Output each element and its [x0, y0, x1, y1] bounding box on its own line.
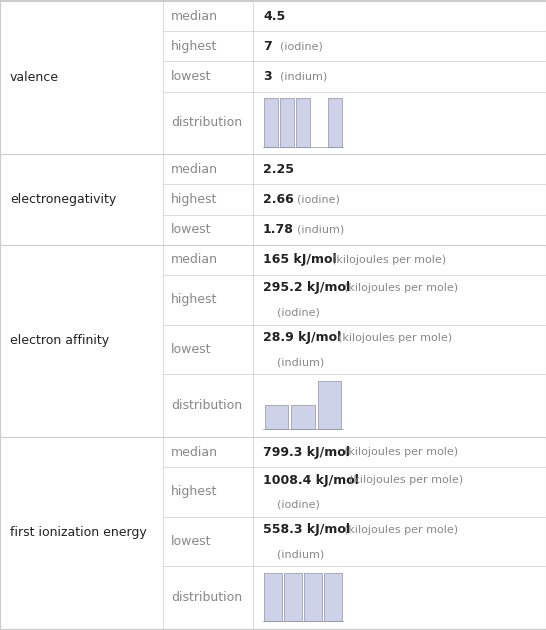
Bar — [265, 405, 288, 430]
Bar — [318, 381, 341, 430]
Bar — [328, 98, 342, 147]
Text: (iodine): (iodine) — [277, 500, 320, 510]
Text: highest: highest — [171, 294, 217, 306]
Bar — [0, 154, 546, 245]
Text: (indium): (indium) — [273, 72, 327, 82]
Bar — [324, 573, 342, 621]
Text: 558.3 kJ/mol: 558.3 kJ/mol — [263, 523, 350, 536]
Text: (kilojoules per mole): (kilojoules per mole) — [331, 333, 452, 343]
Bar — [264, 98, 278, 147]
Text: (kilojoules per mole): (kilojoules per mole) — [325, 255, 446, 265]
Text: (iodine): (iodine) — [277, 308, 320, 318]
Bar — [0, 245, 546, 437]
Text: electronegativity: electronegativity — [10, 193, 116, 206]
Bar — [264, 573, 282, 621]
Text: 4.5: 4.5 — [263, 9, 285, 23]
Text: highest: highest — [171, 193, 217, 206]
Text: lowest: lowest — [171, 223, 211, 236]
Text: (indium): (indium) — [290, 225, 345, 235]
Text: 2.66: 2.66 — [263, 193, 294, 206]
Text: median: median — [171, 253, 218, 266]
Text: distribution: distribution — [171, 399, 242, 412]
Text: 7: 7 — [263, 40, 272, 53]
Text: 3: 3 — [263, 70, 271, 83]
Text: (iodine): (iodine) — [290, 195, 340, 205]
Text: (kilojoules per mole): (kilojoules per mole) — [336, 447, 458, 457]
Text: valence: valence — [10, 71, 59, 84]
Bar — [280, 98, 294, 147]
Text: highest: highest — [171, 486, 217, 498]
Text: (kilojoules per mole): (kilojoules per mole) — [336, 283, 458, 293]
Text: (kilojoules per mole): (kilojoules per mole) — [336, 525, 458, 535]
Text: first ionization energy: first ionization energy — [10, 527, 147, 539]
Text: lowest: lowest — [171, 70, 211, 83]
Text: lowest: lowest — [171, 535, 211, 548]
Text: (kilojoules per mole): (kilojoules per mole) — [342, 475, 464, 485]
Bar — [304, 573, 322, 621]
Bar — [291, 405, 314, 430]
Text: 295.2 kJ/mol: 295.2 kJ/mol — [263, 282, 350, 294]
Text: median: median — [171, 445, 218, 459]
Text: (indium): (indium) — [277, 549, 324, 559]
Bar — [284, 573, 302, 621]
Text: highest: highest — [171, 40, 217, 53]
Text: 1008.4 kJ/mol: 1008.4 kJ/mol — [263, 474, 359, 486]
Text: 799.3 kJ/mol: 799.3 kJ/mol — [263, 445, 350, 459]
Text: distribution: distribution — [171, 117, 242, 130]
Text: electron affinity: electron affinity — [10, 335, 109, 347]
Text: median: median — [171, 163, 218, 176]
Text: 165 kJ/mol: 165 kJ/mol — [263, 253, 337, 266]
Text: lowest: lowest — [171, 343, 211, 356]
Bar — [296, 98, 310, 147]
Text: (iodine): (iodine) — [273, 42, 323, 52]
Text: 2.25: 2.25 — [263, 163, 294, 176]
Text: median: median — [171, 9, 218, 23]
Text: distribution: distribution — [171, 591, 242, 604]
Bar — [0, 437, 546, 629]
Text: (indium): (indium) — [277, 357, 324, 367]
Text: 28.9 kJ/mol: 28.9 kJ/mol — [263, 331, 341, 344]
Text: 1.78: 1.78 — [263, 223, 294, 236]
Bar — [0, 1, 546, 154]
